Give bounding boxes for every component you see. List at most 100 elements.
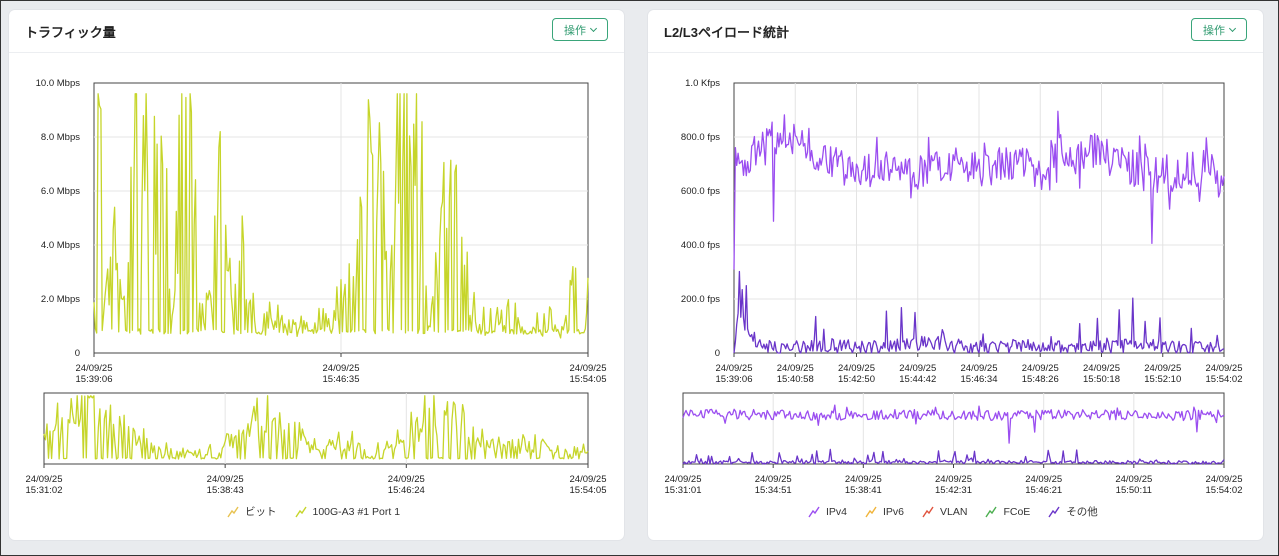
x-tick-time: 15:54:05 bbox=[570, 485, 607, 496]
series-line-1 bbox=[733, 110, 1225, 270]
x-tick-time: 15:39:06 bbox=[76, 374, 113, 385]
line-icon bbox=[922, 506, 934, 517]
legend-label: ビット bbox=[245, 506, 277, 518]
legend-item[interactable]: VLAN bbox=[922, 506, 967, 518]
legend-label: その他 bbox=[1066, 506, 1098, 518]
payload-panel: L2/L3ペイロード統計 操作 0 200.0 fps 400.0 fps 600.0… bbox=[648, 10, 1263, 540]
x-tick-time: 15:44:42 bbox=[899, 374, 936, 385]
y-tick-label: 1.0 Kfps bbox=[685, 78, 720, 89]
line-icon bbox=[1048, 506, 1060, 517]
traffic-panel-title: トラフィック量 bbox=[25, 25, 116, 40]
x-tick-date: 24/09/25 bbox=[76, 363, 113, 374]
traffic-action-button[interactable]: 操作 bbox=[552, 18, 608, 41]
payload-legend: IPv4 IPv6 VLAN FCoE その他 bbox=[808, 504, 1098, 519]
x-tick-date: 24/09/25 bbox=[935, 474, 972, 485]
x-tick-date: 24/09/25 bbox=[570, 363, 607, 374]
x-tick-time: 15:38:43 bbox=[207, 485, 244, 496]
y-tick-label: 200.0 fps bbox=[681, 294, 720, 305]
legend-item[interactable]: IPv4 bbox=[808, 506, 847, 518]
traffic-main-plot: 0 2.0 Mbps 4.0 Mbps 6.0 Mbps 8.0 Mbps 10.0 Mb… bbox=[36, 78, 607, 385]
x-tick-time: 15:46:35 bbox=[323, 374, 360, 385]
traffic-panel: トラフィック量 操作 0 2.0 Mbps 4.0 Mbps 6.0 Mbps 8.0 … bbox=[9, 10, 624, 540]
payload-action-button[interactable]: 操作 bbox=[1191, 18, 1247, 41]
series-line-1 bbox=[43, 395, 589, 460]
x-tick-date: 24/09/25 bbox=[1206, 474, 1243, 485]
x-tick-time: 15:50:18 bbox=[1083, 374, 1120, 385]
x-tick-time: 15:39:06 bbox=[716, 374, 753, 385]
series-line-1 bbox=[682, 404, 1225, 444]
payload-action-label: 操作 bbox=[1203, 24, 1225, 37]
y-tick-label: 0 bbox=[75, 348, 80, 359]
legend-label: IPv6 bbox=[883, 505, 905, 518]
legend-item[interactable]: FCoE bbox=[985, 506, 1030, 518]
y-tick-label: 2.0 Mbps bbox=[41, 294, 80, 305]
x-tick-date: 24/09/25 bbox=[845, 474, 882, 485]
x-tick-date: 24/09/25 bbox=[777, 363, 814, 374]
x-tick-date: 24/09/25 bbox=[961, 363, 998, 374]
x-tick-time: 15:31:02 bbox=[26, 485, 63, 496]
x-tick-time: 15:42:31 bbox=[935, 485, 972, 496]
x-tick-date: 24/09/25 bbox=[755, 474, 792, 485]
payload-panel-title: L2/L3ペイロード統計 bbox=[664, 25, 789, 40]
x-tick-date: 24/09/25 bbox=[899, 363, 936, 374]
x-tick-date: 24/09/25 bbox=[838, 363, 875, 374]
x-tick-time: 15:46:21 bbox=[1025, 485, 1062, 496]
x-tick-date: 24/09/25 bbox=[570, 474, 607, 485]
x-tick-time: 15:48:26 bbox=[1022, 374, 1059, 385]
y-tick-label: 600.0 fps bbox=[681, 186, 720, 197]
traffic-action-label: 操作 bbox=[564, 24, 586, 37]
x-tick-time: 15:46:24 bbox=[388, 485, 425, 496]
traffic-overview-plot: 24/09/2515:31:0224/09/2515:38:4324/09/25… bbox=[26, 392, 607, 496]
legend-item[interactable]: ビット bbox=[227, 504, 277, 519]
payload-panel-header: L2/L3ペイロード統計 操作 bbox=[648, 10, 1263, 53]
x-tick-date: 24/09/25 bbox=[716, 363, 753, 374]
line-icon bbox=[865, 506, 877, 517]
x-tick-date: 24/09/25 bbox=[323, 363, 360, 374]
series-line-2 bbox=[682, 448, 1225, 465]
x-tick-time: 15:54:05 bbox=[570, 374, 607, 385]
y-tick-label: 4.0 Mbps bbox=[41, 240, 80, 251]
y-tick-label: 6.0 Mbps bbox=[41, 186, 80, 197]
x-tick-time: 15:38:41 bbox=[845, 485, 882, 496]
x-tick-date: 24/09/25 bbox=[1025, 474, 1062, 485]
line-icon bbox=[227, 506, 239, 517]
x-tick-date: 24/09/25 bbox=[665, 474, 702, 485]
traffic-panel-header: トラフィック量 操作 bbox=[9, 10, 624, 53]
x-tick-time: 15:52:10 bbox=[1144, 374, 1181, 385]
legend-label: 100G-A3 #1 Port 1 bbox=[312, 505, 401, 518]
x-tick-time: 15:54:02 bbox=[1206, 374, 1243, 385]
y-tick-label: 400.0 fps bbox=[681, 240, 720, 251]
legend-item[interactable]: その他 bbox=[1048, 504, 1098, 519]
payload-overview-plot: 24/09/2515:31:0124/09/2515:34:5124/09/25… bbox=[665, 392, 1243, 496]
legend-item[interactable]: IPv6 bbox=[865, 506, 904, 518]
legend-label: VLAN bbox=[940, 505, 968, 518]
x-tick-date: 24/09/25 bbox=[1206, 363, 1243, 374]
x-tick-date: 24/09/25 bbox=[1115, 474, 1152, 485]
y-tick-label: 800.0 fps bbox=[681, 132, 720, 143]
x-tick-time: 15:50:11 bbox=[1116, 485, 1152, 496]
payload-main-plot: 0 200.0 fps 400.0 fps 600.0 fps 800.0 fps 1.0… bbox=[681, 78, 1243, 385]
x-tick-date: 24/09/25 bbox=[1083, 363, 1120, 374]
x-tick-date: 24/09/25 bbox=[207, 474, 244, 485]
y-tick-label: 10.0 Mbps bbox=[36, 78, 81, 89]
legend-item[interactable]: 100G-A3 #1 Port 1 bbox=[294, 505, 401, 518]
line-icon bbox=[808, 506, 820, 517]
x-tick-date: 24/09/25 bbox=[26, 474, 63, 485]
series-line-1 bbox=[93, 93, 589, 339]
x-tick-time: 15:46:34 bbox=[961, 374, 998, 385]
payload-chart-area[interactable]: 0 200.0 fps 400.0 fps 600.0 fps 800.0 fps 1.0… bbox=[648, 10, 1263, 500]
x-tick-date: 24/09/25 bbox=[1022, 363, 1059, 374]
line-icon bbox=[294, 506, 307, 517]
traffic-legend: ビット 100G-A3 #1 Port 1 bbox=[227, 504, 400, 519]
x-tick-time: 15:31:01 bbox=[665, 485, 702, 496]
y-tick-label: 0 bbox=[715, 348, 720, 359]
x-tick-date: 24/09/25 bbox=[1144, 363, 1181, 374]
x-tick-time: 15:34:51 bbox=[755, 485, 792, 496]
legend-label: IPv4 bbox=[826, 505, 848, 518]
x-tick-time: 15:54:02 bbox=[1206, 485, 1243, 496]
y-tick-label: 8.0 Mbps bbox=[41, 132, 80, 143]
traffic-chart-area[interactable]: 0 2.0 Mbps 4.0 Mbps 6.0 Mbps 8.0 Mbps 10.0 Mb… bbox=[9, 10, 624, 500]
legend-label: FCoE bbox=[1003, 505, 1031, 518]
line-icon bbox=[985, 506, 998, 517]
x-tick-time: 15:40:58 bbox=[777, 374, 814, 385]
